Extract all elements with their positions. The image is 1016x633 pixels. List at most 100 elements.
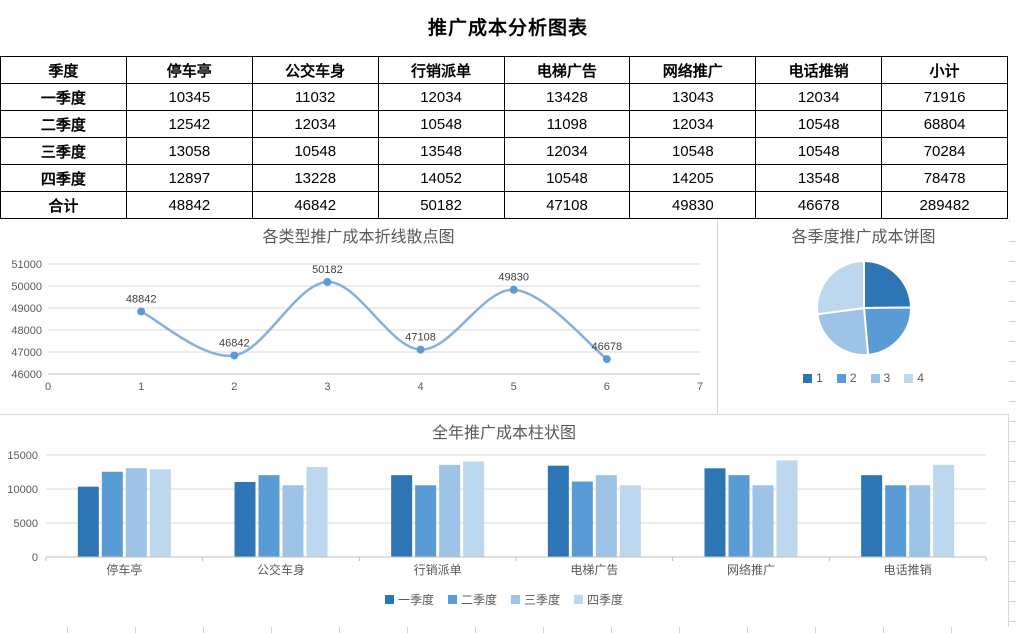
- x-tick-label: 7: [697, 381, 703, 393]
- legend-item: 4: [904, 371, 924, 385]
- data-cell[interactable]: 12034: [503, 137, 631, 165]
- x-tick-label: 4: [418, 381, 424, 393]
- bar: [776, 460, 798, 557]
- legend-item: 3: [870, 371, 890, 385]
- category-label: 停车亭: [106, 562, 142, 577]
- data-cell[interactable]: 12034: [755, 83, 883, 111]
- data-cell[interactable]: 12034: [251, 110, 379, 138]
- cost-table[interactable]: 季度 停车亭 公交车身 行销派单 电梯广告 网络推广 电话推销 小计 一季度 10345 1103…: [0, 56, 1008, 219]
- row-header-cell[interactable]: 二季度: [0, 110, 127, 138]
- bar: [415, 485, 437, 557]
- pie-slice: [862, 306, 912, 356]
- table-row: 三季度 13058 10548 13548 12034 10548 10548 70284: [0, 137, 1008, 165]
- data-label: 49830: [498, 272, 529, 284]
- line-chart-title: 各类型推广成本折线散点图: [262, 229, 455, 246]
- legend-item: 四季度: [574, 591, 623, 608]
- x-tick-label: 5: [511, 381, 517, 393]
- data-label: 47108: [405, 332, 436, 344]
- table-header-cell[interactable]: 小计: [881, 56, 1008, 84]
- data-point-marker: [137, 307, 146, 316]
- bar: [704, 468, 726, 557]
- data-point-marker: [602, 355, 611, 364]
- data-cell[interactable]: 10548: [755, 110, 883, 138]
- bar: [909, 485, 931, 557]
- y-tick-label: 10000: [7, 484, 38, 496]
- x-tick-label: 0: [45, 381, 51, 393]
- legend-item: 三季度: [511, 591, 560, 608]
- data-cell[interactable]: 71916: [881, 83, 1008, 111]
- data-cell[interactable]: 12897: [125, 164, 253, 192]
- data-cell[interactable]: 10548: [629, 137, 757, 165]
- bar-chart-title: 全年推广成本柱状图: [431, 425, 576, 442]
- y-tick-label: 48000: [11, 325, 42, 337]
- data-cell[interactable]: 49830: [629, 191, 757, 219]
- data-cell[interactable]: 14052: [377, 164, 505, 192]
- x-tick-label: 1: [138, 381, 144, 393]
- data-cell[interactable]: 70284: [881, 137, 1008, 165]
- table-header-cell[interactable]: 网络推广: [629, 56, 757, 84]
- data-cell[interactable]: 13058: [125, 137, 253, 165]
- y-tick-label: 51000: [11, 259, 42, 271]
- table-row: 二季度 12542 12034 10548 11098 12034 10548 68804: [0, 110, 1008, 138]
- data-cell[interactable]: 13428: [503, 83, 631, 111]
- table-header-cell[interactable]: 电话推销: [755, 56, 883, 84]
- data-cell[interactable]: 10548: [377, 110, 505, 138]
- data-cell[interactable]: 13548: [377, 137, 505, 165]
- data-cell[interactable]: 10548: [251, 137, 379, 165]
- row-header-cell[interactable]: 合计: [0, 191, 127, 219]
- bar: [619, 485, 641, 557]
- data-cell[interactable]: 10548: [503, 164, 631, 192]
- bar-chart-legend: 一季度 二季度 三季度 四季度: [0, 591, 1008, 608]
- data-cell[interactable]: 50182: [377, 191, 505, 219]
- table-header-cell[interactable]: 公交车身: [251, 56, 379, 84]
- y-tick-label: 50000: [11, 281, 42, 293]
- row-header-cell[interactable]: 一季度: [0, 83, 127, 111]
- data-cell[interactable]: 48842: [125, 191, 253, 219]
- data-cell[interactable]: 12034: [377, 83, 505, 111]
- line-chart-panel[interactable]: 各类型推广成本折线散点图 46000 47000 48000 49000 50000 51…: [0, 219, 718, 414]
- pie-slice: [816, 306, 870, 356]
- pie-chart-plot[interactable]: [718, 248, 1009, 364]
- data-cell[interactable]: 13043: [629, 83, 757, 111]
- data-cell[interactable]: 68804: [881, 110, 1008, 138]
- bar: [933, 464, 955, 557]
- bar: [439, 464, 461, 557]
- data-cell[interactable]: 10345: [125, 83, 253, 111]
- data-cell[interactable]: 11098: [503, 110, 631, 138]
- row-header-cell[interactable]: 四季度: [0, 164, 127, 192]
- data-label: 48842: [126, 293, 157, 305]
- table-header-cell[interactable]: 季度: [0, 56, 127, 84]
- data-cell[interactable]: 47108: [503, 191, 631, 219]
- legend-swatch: [904, 373, 914, 383]
- legend-swatch: [511, 595, 520, 604]
- data-cell[interactable]: 14205: [629, 164, 757, 192]
- data-cell[interactable]: 13548: [755, 164, 883, 192]
- data-cell[interactable]: 78478: [881, 164, 1008, 192]
- data-cell[interactable]: 13228: [251, 164, 379, 192]
- data-cell[interactable]: 11032: [251, 83, 379, 111]
- table-header-cell[interactable]: 电梯广告: [503, 56, 631, 84]
- legend-item: 2: [836, 371, 857, 385]
- data-cell[interactable]: 46678: [755, 191, 883, 219]
- bar-chart-panel[interactable]: 全年推广成本柱状图 0 5000 10000 15000 停车亭 公交车身 行销派单 电梯广告…: [0, 415, 1009, 633]
- data-cell[interactable]: 46842: [251, 191, 379, 219]
- category-label: 电话推销: [884, 563, 932, 577]
- data-cell[interactable]: 289482: [881, 191, 1008, 219]
- category-label: 公交车身: [257, 562, 305, 577]
- table-row: 合计 48842 46842 50182 47108 49830 46678 289482: [0, 191, 1008, 219]
- row-header-cell[interactable]: 三季度: [0, 137, 127, 165]
- bar-chart-plot[interactable]: 0 5000 10000 15000 停车亭 公交车身 行销派单 电梯广告 网络推广 电话推销: [0, 444, 1008, 584]
- table-header-row: 季度 停车亭 公交车身 行销派单 电梯广告 网络推广 电话推销 小计: [0, 56, 1008, 84]
- bar: [861, 475, 883, 557]
- table-row: 一季度 10345 11032 12034 13428 13043 12034 71916: [0, 83, 1008, 111]
- y-tick-label: 49000: [11, 303, 42, 315]
- data-cell[interactable]: 10548: [755, 137, 883, 165]
- table-header-cell[interactable]: 停车亭: [125, 56, 253, 84]
- bar: [258, 475, 280, 557]
- bar: [752, 485, 774, 557]
- table-header-cell[interactable]: 行销派单: [377, 56, 505, 84]
- data-cell[interactable]: 12034: [629, 110, 757, 138]
- line-chart-plot[interactable]: 46000 47000 48000 49000 50000 51000 0 1 2 3 4 5 6 7 48…: [0, 248, 716, 400]
- data-cell[interactable]: 12542: [125, 110, 253, 138]
